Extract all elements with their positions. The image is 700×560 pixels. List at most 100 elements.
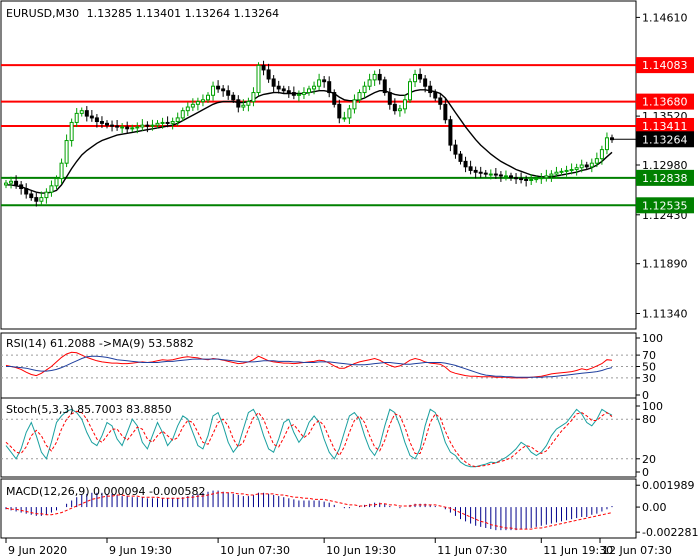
candle-body <box>200 99 205 103</box>
candle-body <box>211 85 216 96</box>
candle-body <box>503 175 508 178</box>
price-tick-label: 1.11890 <box>642 258 688 271</box>
candle-body <box>402 99 407 110</box>
level-tag <box>636 169 694 186</box>
candle-body <box>317 79 322 87</box>
candle-body <box>554 171 559 175</box>
candle-body <box>322 79 327 83</box>
candle-body <box>433 92 438 99</box>
candle-body <box>251 92 256 103</box>
candle-body <box>29 193 34 199</box>
candle-body <box>150 124 155 127</box>
candle-body <box>216 85 221 90</box>
candle-body <box>281 88 286 92</box>
candle-body <box>301 92 306 95</box>
candle-body <box>34 197 39 202</box>
macd-axis: 0.001989 0.00 -0.002281 <box>636 479 698 539</box>
rsi-tick-label: 30 <box>642 372 656 385</box>
candle-body <box>478 171 483 174</box>
candle-body <box>332 92 337 105</box>
candle-body <box>448 119 453 146</box>
candle-body <box>190 103 195 108</box>
candle-body <box>170 121 175 124</box>
candle-body <box>4 182 8 186</box>
candle-body <box>226 90 231 96</box>
candle-body <box>423 78 428 87</box>
level-tag-label: 1.13411 <box>642 120 688 133</box>
candle-body <box>115 125 120 128</box>
candle-body <box>362 85 367 94</box>
candle-body <box>236 99 241 108</box>
price-pane: EURUSD,M30 1.13285 1.13401 1.13264 1.132… <box>0 0 694 330</box>
candle-body <box>266 69 271 80</box>
candle-body <box>498 174 503 177</box>
stochastic-level-lines <box>1 418 636 460</box>
price-level-tags: 1.14083 1.13680 1.13411 1.12838 1.12535 1.132… <box>610 57 694 214</box>
candle-body <box>291 92 296 96</box>
time-tick-label: 11 Jun 19:30 <box>543 544 613 557</box>
candle-body <box>160 121 165 124</box>
candle-body <box>347 108 352 119</box>
candle-body <box>64 140 69 164</box>
candle-body <box>195 101 200 105</box>
candle-body <box>110 124 115 127</box>
macd-tick-label: -0.002281 <box>642 526 698 539</box>
candle-body <box>261 64 266 71</box>
candle-body <box>483 172 488 175</box>
rsi-caption: RSI(14) 61.2088 ->MA(9) 53.5882 <box>6 337 194 350</box>
level-tag <box>636 117 694 134</box>
candle-body <box>453 144 458 155</box>
level-tag <box>636 197 694 214</box>
candle-body <box>327 81 332 94</box>
time-tick-label: 10 Jun 07:30 <box>220 544 290 557</box>
candle-body <box>44 191 49 199</box>
rsi-ma-line <box>6 355 613 378</box>
candlestick-series <box>4 60 614 207</box>
candle-body <box>604 137 609 151</box>
candle-body <box>296 93 301 96</box>
macd-tick-label: 0.001989 <box>642 479 695 492</box>
candle-body <box>9 180 14 184</box>
candle-body <box>130 127 135 130</box>
candle-body <box>19 184 24 190</box>
candle-body <box>105 122 109 126</box>
stochastic-d-line <box>5 410 613 468</box>
candle-body <box>39 197 44 202</box>
candle-body <box>574 167 579 171</box>
candle-body <box>584 164 589 168</box>
candle-body <box>418 73 423 80</box>
candle-body <box>564 169 569 172</box>
current-price-label: 1.13264 <box>642 133 688 146</box>
price-tick-label: 1.12980 <box>642 159 688 172</box>
candle-body <box>544 175 549 179</box>
time-tick-label: 12 Jun 07:30 <box>602 544 672 557</box>
candle-body <box>392 103 397 112</box>
time-tick-label: 10 Jun 19:30 <box>326 544 396 557</box>
candle-body <box>559 170 564 173</box>
stochastic-tick-label: 0 <box>642 466 649 479</box>
candle-body <box>509 175 513 179</box>
candle-body <box>594 158 599 164</box>
candle-body <box>185 106 190 112</box>
candle-body <box>337 103 342 119</box>
candle-body <box>145 124 150 127</box>
macd-pane: MACD(12,26,9) 0.000094 -0.000582 0.00198… <box>0 478 698 539</box>
candle-body <box>387 92 392 105</box>
candle-body <box>256 64 261 94</box>
rsi-lines <box>5 351 613 379</box>
candle-body <box>135 126 140 129</box>
stochastic-lines <box>5 408 613 468</box>
symbol-label: EURUSD,M30 <box>6 7 79 20</box>
candle-body <box>155 122 160 126</box>
candle-body <box>241 104 246 108</box>
current-price-tag <box>636 131 694 148</box>
stochastic-tick-label: 100 <box>642 400 663 413</box>
macd-histogram <box>5 490 613 531</box>
candle-body <box>24 188 29 195</box>
candle-body <box>488 173 493 176</box>
candle-body <box>307 88 311 94</box>
price-tick-label: 1.14610 <box>642 11 688 24</box>
macd-signal-line <box>5 492 613 530</box>
